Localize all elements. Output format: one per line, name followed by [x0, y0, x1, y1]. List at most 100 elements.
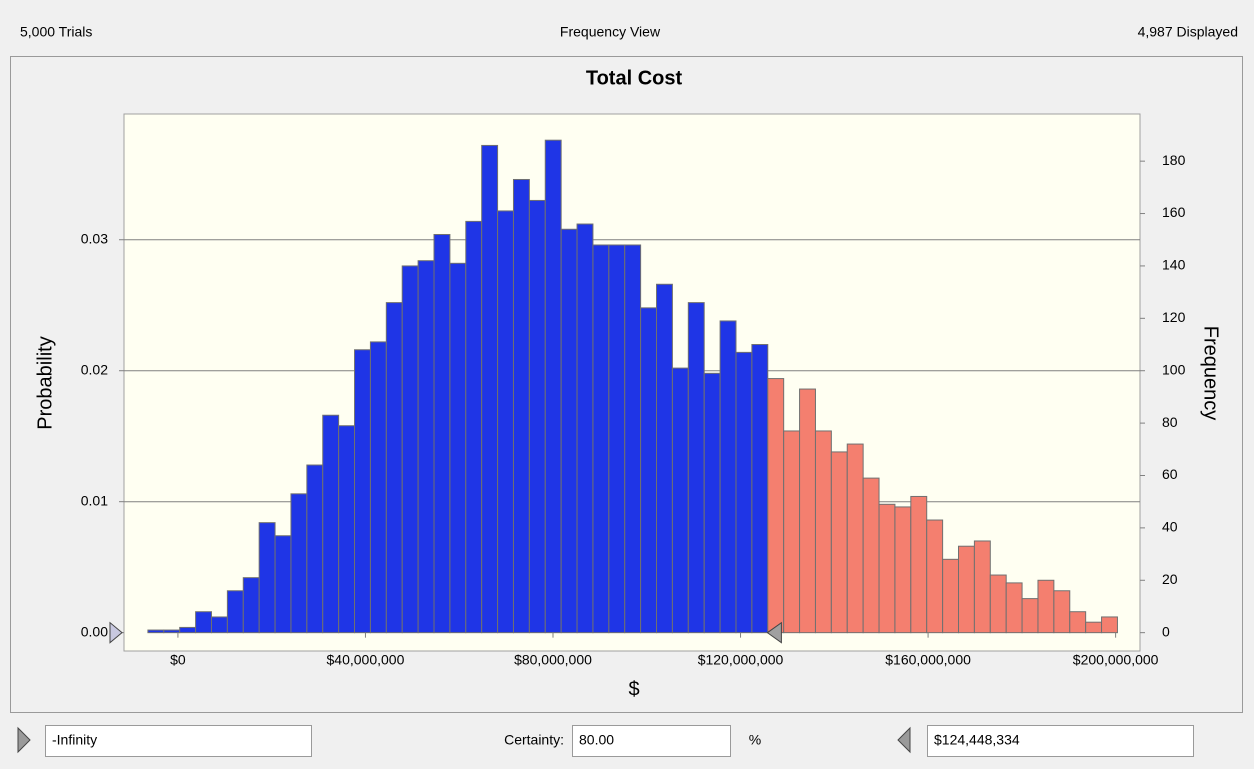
histogram-bar — [290, 493, 308, 634]
y-tick-label: 0.00 — [81, 623, 108, 639]
upper-value: $124,448,334 — [934, 732, 1020, 748]
histogram-bar — [322, 414, 340, 634]
histogram-bar — [703, 372, 721, 634]
histogram-bar — [338, 425, 356, 634]
histogram-bar — [512, 178, 530, 634]
certainty-input[interactable] — [572, 725, 731, 757]
histogram-bar — [433, 233, 451, 634]
histogram-bar — [735, 351, 753, 634]
histogram-bar — [830, 451, 848, 634]
y2-tick-label: 160 — [1162, 204, 1186, 220]
histogram-bar — [354, 349, 371, 634]
certainty-unit: % — [749, 732, 761, 748]
histogram-bar — [163, 629, 181, 634]
histogram-bar — [401, 265, 419, 634]
displayed-count: 4,987 Displayed — [1138, 24, 1238, 40]
y2-tick-label: 100 — [1162, 361, 1186, 377]
y2-tick-label: 40 — [1162, 519, 1178, 535]
histogram-bar — [751, 344, 769, 634]
y-tick-label: 0.01 — [81, 492, 108, 508]
histogram-bar — [910, 495, 928, 634]
histogram-bar — [608, 244, 626, 634]
histogram-bar — [989, 574, 1007, 634]
histogram-bar — [862, 477, 880, 634]
histogram-bar — [1037, 579, 1055, 634]
histogram-bar — [1101, 616, 1118, 634]
histogram-bar — [687, 302, 705, 634]
certainty-label: Certainty: — [504, 732, 564, 748]
histogram-bar — [783, 430, 801, 634]
histogram-bar — [640, 307, 658, 634]
histogram-bar — [210, 616, 228, 634]
histogram-bar — [179, 626, 197, 634]
y-tick-label: 0.03 — [81, 230, 108, 246]
histogram-bar — [958, 545, 975, 634]
upper-input[interactable] — [927, 725, 1194, 757]
histogram-bar — [369, 341, 387, 634]
histogram-bar — [624, 244, 642, 634]
histogram-bar — [147, 629, 165, 634]
y2-tick-label: 60 — [1162, 466, 1178, 482]
y2-tick-label: 180 — [1162, 152, 1186, 168]
histogram-bar — [258, 522, 276, 634]
x-tick-label: $120,000,000 — [698, 652, 784, 668]
histogram-bar — [671, 367, 689, 634]
lower-marker-icon — [17, 726, 31, 754]
histogram-bar — [656, 283, 673, 634]
y-axis-label: Probability — [34, 336, 56, 429]
certainty-value: 80.00 — [579, 732, 614, 748]
y-tick-label: 0.02 — [81, 361, 108, 377]
histogram-bar — [1085, 621, 1103, 634]
histogram-bar — [544, 139, 562, 634]
histogram-bar — [576, 223, 594, 634]
histogram-bar — [449, 262, 467, 634]
histogram-bar — [481, 144, 499, 634]
y2-tick-label: 80 — [1162, 414, 1178, 430]
histogram-bar — [878, 503, 896, 634]
histogram-bar — [799, 388, 816, 634]
histogram-bar — [242, 577, 260, 634]
histogram-bar — [926, 519, 944, 634]
lower-value: -Infinity — [52, 732, 97, 748]
histogram-bar — [465, 220, 483, 634]
histogram-bar — [1069, 611, 1087, 634]
y2-tick-label: 0 — [1162, 623, 1170, 639]
y2-tick-label: 140 — [1162, 257, 1186, 273]
x-tick-label: $160,000,000 — [885, 652, 971, 668]
histogram-bar — [560, 228, 578, 634]
histogram-bar — [195, 611, 212, 634]
histogram-bar — [846, 443, 864, 634]
upper-bound-marker — [766, 621, 782, 644]
x-tick-label: $40,000,000 — [327, 652, 405, 668]
histogram-bar — [973, 540, 991, 634]
histogram-bar — [274, 535, 292, 634]
histogram-bar — [417, 260, 435, 634]
histogram-bar — [1053, 590, 1071, 634]
y2-axis-label: Frequency — [1200, 326, 1222, 421]
view-name: Frequency View — [560, 24, 661, 40]
histogram-bar — [226, 590, 244, 634]
histogram-bar — [1021, 598, 1039, 634]
histogram-bar — [894, 506, 912, 634]
histogram-bar — [719, 320, 737, 634]
histogram-bar — [497, 210, 514, 634]
trials-count: 5,000 Trials — [20, 24, 92, 40]
histogram-bar — [306, 464, 324, 634]
x-tick-label: $200,000,000 — [1073, 652, 1159, 668]
y2-tick-label: 120 — [1162, 309, 1186, 325]
histogram-bar — [767, 378, 785, 634]
histogram-bar — [592, 244, 610, 634]
histogram-bar — [942, 558, 960, 634]
y2-tick-label: 20 — [1162, 571, 1178, 587]
upper-marker-icon — [897, 726, 911, 754]
x-tick-label: $80,000,000 — [514, 652, 592, 668]
lower-bound-marker — [109, 621, 123, 644]
lower-input[interactable] — [45, 725, 312, 757]
histogram-bar — [1005, 582, 1023, 634]
histogram-bar — [385, 302, 403, 634]
histogram-bar — [528, 199, 546, 634]
x-axis-label: $ — [628, 678, 639, 700]
chart-title: Total Cost — [586, 67, 683, 89]
histogram-bar — [814, 430, 832, 634]
